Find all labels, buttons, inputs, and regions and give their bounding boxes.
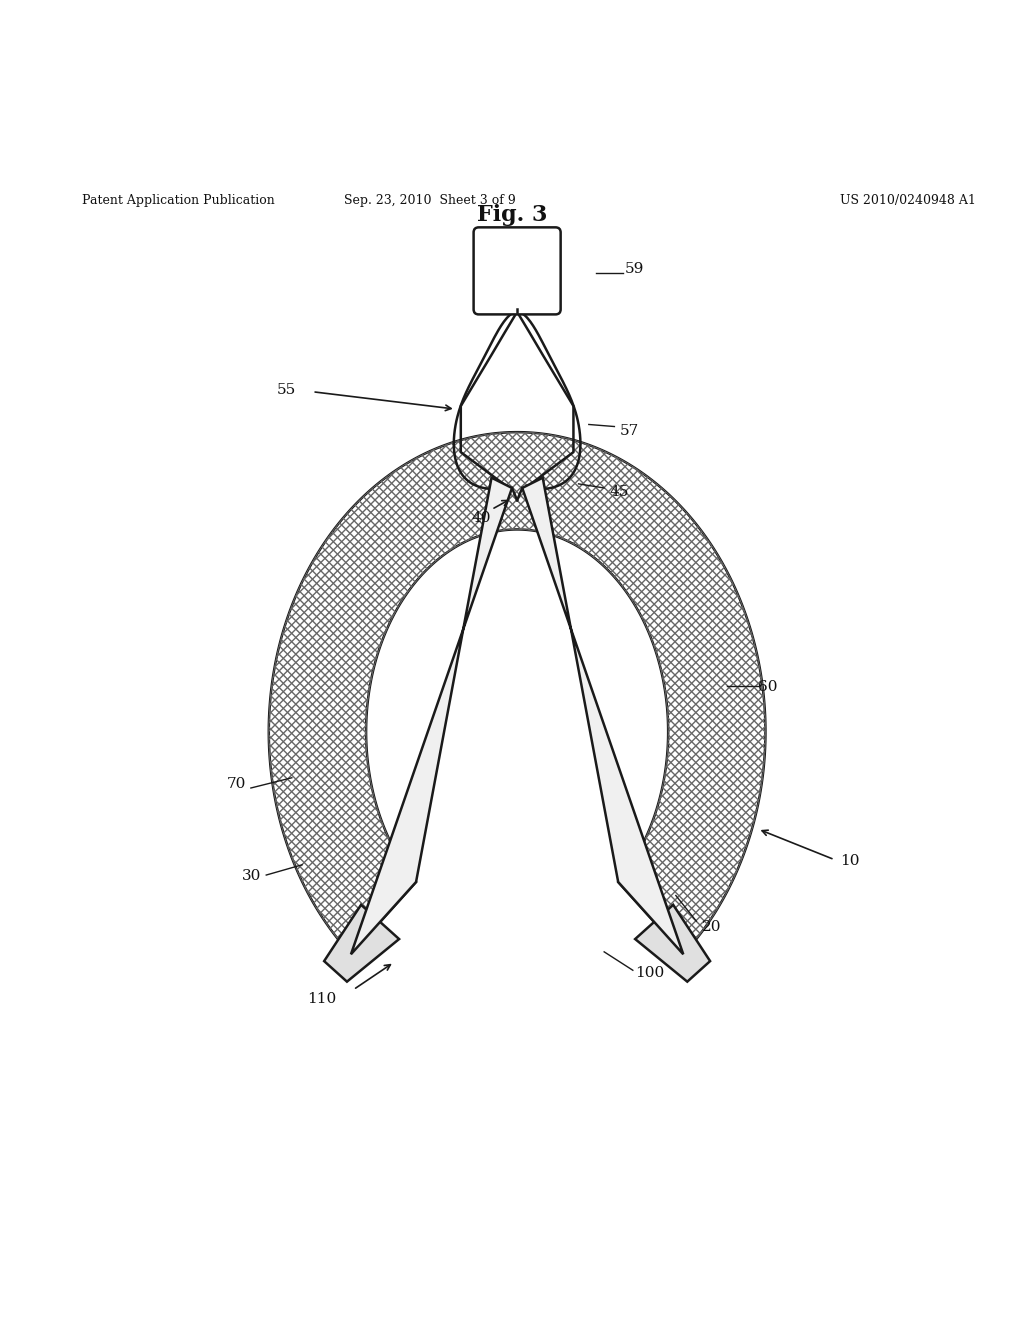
Text: 57: 57 [620,424,639,438]
Text: 20: 20 [701,920,721,935]
Polygon shape [325,904,399,982]
Polygon shape [269,432,765,954]
FancyBboxPatch shape [473,227,561,314]
Text: 59: 59 [625,261,644,276]
Text: 45: 45 [609,486,629,499]
Text: 55: 55 [276,383,296,397]
Text: 10: 10 [840,854,859,867]
Polygon shape [351,478,512,954]
Text: 60: 60 [758,680,777,694]
Text: 70: 70 [226,777,246,791]
Text: Sep. 23, 2010  Sheet 3 of 9: Sep. 23, 2010 Sheet 3 of 9 [344,194,516,207]
Polygon shape [522,478,683,954]
Polygon shape [635,904,710,982]
Text: US 2010/0240948 A1: US 2010/0240948 A1 [840,194,976,207]
Text: 30: 30 [242,869,261,883]
Text: 100: 100 [635,966,665,981]
Text: Patent Application Publication: Patent Application Publication [82,194,274,207]
Text: Fig. 3: Fig. 3 [477,205,547,226]
Text: 40: 40 [471,511,490,525]
Text: 110: 110 [307,993,337,1006]
